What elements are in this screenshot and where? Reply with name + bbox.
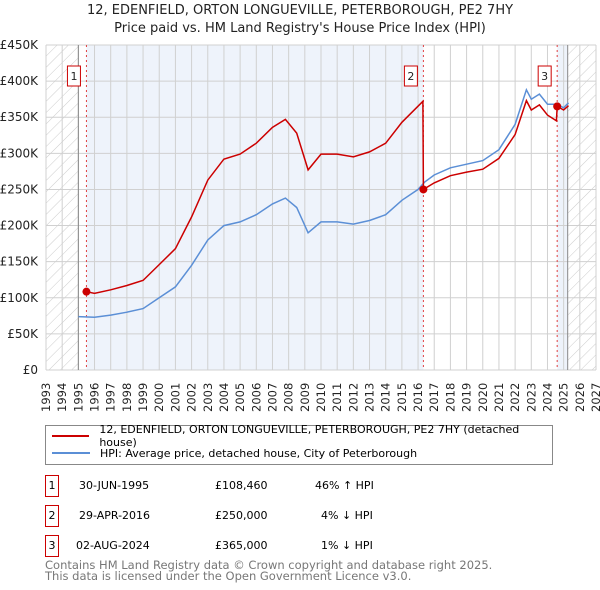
x-tick-label: 1997	[104, 383, 118, 412]
x-tick-label: 2013	[363, 383, 377, 412]
x-tick-label: 1996	[88, 383, 102, 412]
property-price-line	[86, 98, 569, 295]
sale-row-2: 2 29-APR-2016 £250,000 4% ↓ HPI	[45, 505, 445, 527]
legend-label: 12, EDENFIELD, ORTON LONGUEVILLE, PETERB…	[99, 423, 520, 449]
sale-date: 02-AUG-2024	[76, 539, 150, 552]
x-tick-label: 2005	[233, 383, 247, 412]
sale-hpi-diff: 46% ↑ HPI	[315, 479, 374, 492]
sale-marker-number: 2	[407, 70, 414, 83]
sale-price: £108,460	[215, 479, 268, 492]
y-tick-label: £200K	[0, 219, 39, 233]
legend-swatch-red	[52, 435, 90, 437]
x-tick-label: 2024	[540, 383, 554, 412]
x-tick-label: 1993	[39, 383, 53, 412]
sale-price: £365,000	[215, 539, 268, 552]
chart-title: 12, EDENFIELD, ORTON LONGUEVILLE, PETERB…	[86, 3, 514, 18]
x-tick-label: 2009	[298, 383, 312, 412]
x-tick-label: 2001	[168, 383, 182, 412]
footer-line-2: This data is licensed under the Open Gov…	[45, 569, 412, 583]
sale-marker-label: 2	[45, 505, 59, 527]
sale-date: 30-JUN-1995	[79, 479, 150, 492]
x-tick-label: 2027	[589, 383, 600, 412]
x-tick-label: 1999	[136, 383, 150, 412]
x-tick-label: 2015	[395, 383, 409, 412]
ownership-band-2	[557, 45, 568, 370]
sale-marker-label: 3	[45, 535, 59, 557]
sale-date: 29-APR-2016	[79, 509, 151, 522]
sale-price: £250,000	[215, 509, 268, 522]
x-tick-label: 2004	[217, 383, 231, 412]
y-tick-label: £350K	[0, 110, 39, 124]
x-tick-label: 2017	[427, 383, 441, 412]
footer: Contains HM Land Registry data © Crown c…	[45, 558, 493, 583]
x-tick-label: 2010	[314, 383, 328, 412]
x-tick-label: 2007	[265, 383, 279, 412]
y-tick-label: £250K	[0, 182, 39, 196]
x-tick-label: 2002	[185, 383, 199, 412]
ownership-band-1	[86, 45, 424, 370]
x-tick-label: 2026	[573, 383, 587, 412]
x-tick-label: 2008	[282, 383, 296, 412]
x-tick-label: 2025	[557, 383, 571, 412]
x-tick-label: 2018	[443, 383, 457, 412]
sale-point	[553, 102, 562, 111]
y-tick-label: £100K	[0, 291, 39, 305]
chart-legend: 12, EDENFIELD, ORTON LONGUEVILLE, PETERB…	[45, 423, 553, 465]
legend-item-hpi: HPI: Average price, detached house, City…	[52, 445, 417, 461]
hatched-region-after	[567, 45, 596, 370]
y-tick-label: £0	[23, 363, 38, 377]
x-tick-label: 1994	[55, 383, 69, 412]
chart-subtitle: Price paid vs. HM Land Registry's House …	[114, 21, 486, 36]
x-tick-label: 2003	[201, 383, 215, 412]
sale-marker-box	[66, 65, 81, 87]
sale-marker-number: 1	[70, 70, 77, 83]
sale-marker-box	[537, 65, 552, 87]
x-tick-label: 2020	[476, 383, 490, 412]
legend-label: HPI: Average price, detached house, City…	[100, 446, 418, 460]
y-tick-label: £150K	[0, 255, 39, 269]
sale-marker-label: 1	[45, 475, 59, 497]
sale-row-3: 3 02-AUG-2024 £365,000 1% ↓ HPI	[45, 535, 445, 557]
hpi-line	[78, 87, 570, 319]
x-tick-label: 2012	[346, 383, 360, 412]
x-tick-label: 1998	[120, 383, 134, 412]
sale-point	[419, 185, 428, 194]
y-tick-label: £450K	[0, 38, 39, 52]
x-tick-label: 2019	[460, 383, 474, 412]
sale-hpi-diff: 1% ↓ HPI	[321, 539, 373, 552]
y-tick-label: £400K	[0, 74, 39, 88]
y-tick-label: £50K	[7, 327, 39, 341]
y-tick-label: £300K	[0, 146, 39, 160]
footer-line-1: Contains HM Land Registry data © Crown c…	[45, 558, 493, 572]
x-tick-label: 2011	[330, 383, 344, 412]
sale-point	[82, 287, 91, 296]
x-tick-label: 2022	[508, 383, 522, 412]
sale-row-1: 1 30-JUN-1995 £108,460 46% ↑ HPI	[45, 475, 445, 497]
sale-hpi-diff: 4% ↓ HPI	[321, 509, 373, 522]
x-tick-label: 2023	[524, 383, 538, 412]
sale-marker-box	[403, 65, 418, 87]
x-tick-label: 2014	[379, 383, 393, 412]
x-tick-label: 2000	[152, 383, 166, 412]
x-tick-label: 2021	[492, 383, 506, 412]
legend-swatch-blue	[52, 452, 90, 454]
x-tick-label: 1995	[71, 383, 85, 412]
legend-item-property: 12, EDENFIELD, ORTON LONGUEVILLE, PETERB…	[52, 423, 552, 449]
sale-marker-number: 3	[541, 70, 548, 83]
x-tick-label: 2006	[249, 383, 263, 412]
x-tick-label: 2016	[411, 383, 425, 412]
